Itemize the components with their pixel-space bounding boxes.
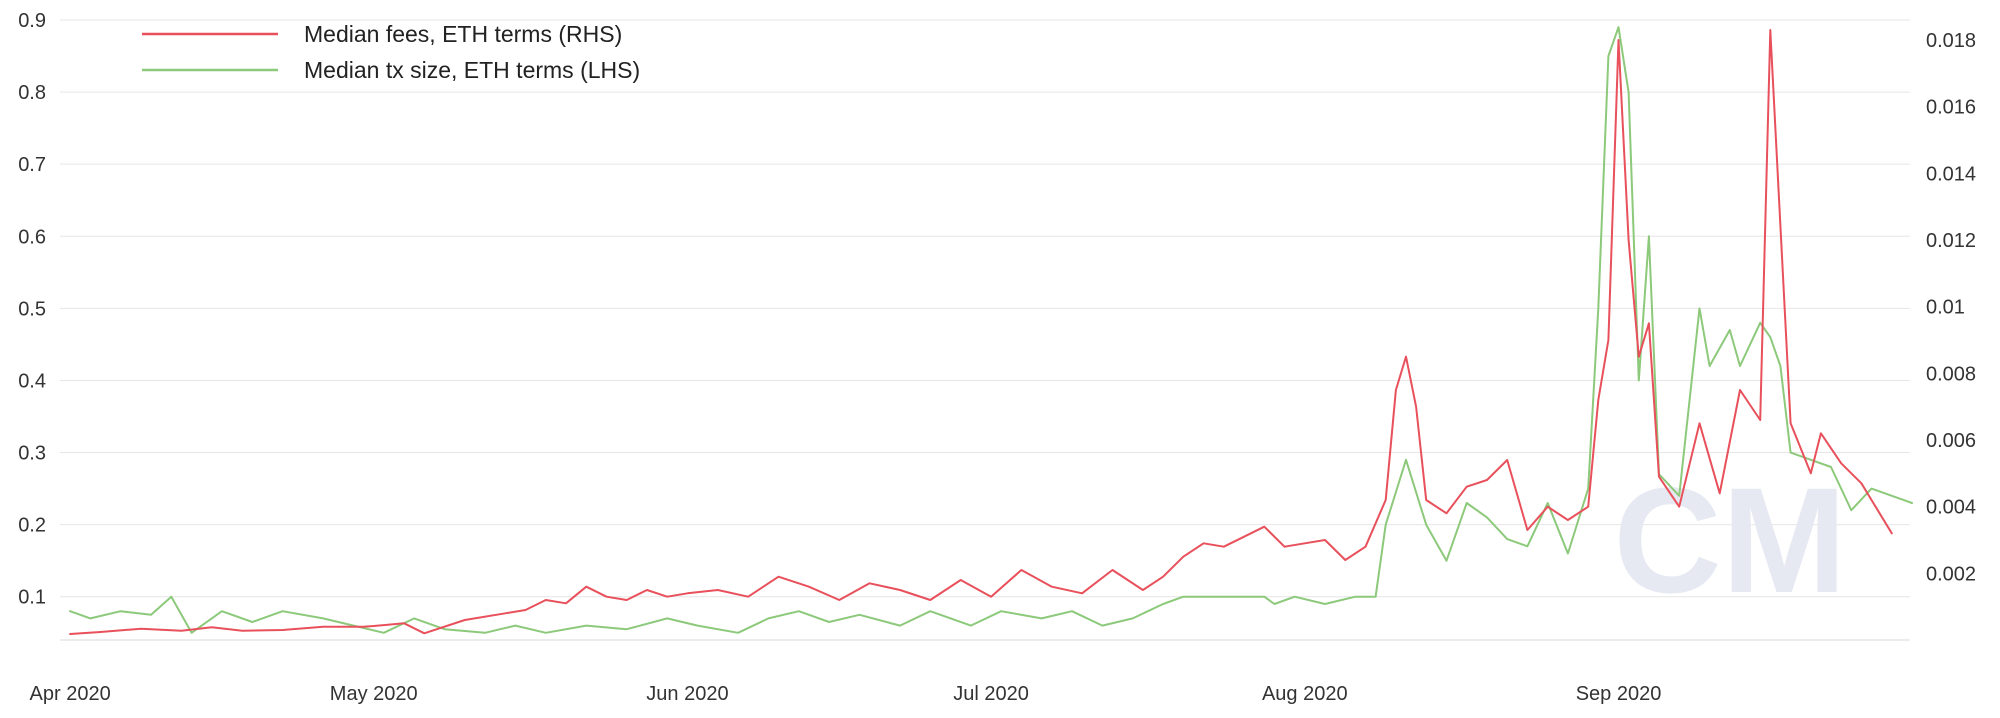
right-y-tick-label: 0.012 <box>1926 230 1976 252</box>
left-y-tick-label: 0.2 <box>18 515 46 537</box>
x-tick-label: Aug 2020 <box>1262 683 1348 705</box>
left-y-tick-label: 0.7 <box>18 154 46 176</box>
x-tick-label: Sep 2020 <box>1576 683 1662 705</box>
legend-label: Median fees, ETH terms (RHS) <box>304 21 622 47</box>
right-y-tick-label: 0.014 <box>1926 163 1976 185</box>
watermark-logo: CM <box>1613 456 1846 624</box>
left-y-tick-label: 0.1 <box>18 587 46 609</box>
left-y-tick-label: 0.5 <box>18 298 46 320</box>
left-y-axis: 0.1 0.2 0.3 0.4 0.5 0.6 0.7 0.8 0.9 <box>18 10 46 609</box>
left-y-tick-label: 0.3 <box>18 443 46 465</box>
right-y-tick-label: 0.008 <box>1926 363 1976 385</box>
right-y-tick-label: 0.016 <box>1926 97 1976 119</box>
x-tick-label: Jun 2020 <box>646 683 728 705</box>
watermark: CM <box>1613 456 1846 624</box>
left-y-tick-label: 0.8 <box>18 82 46 104</box>
x-tick-label: Jul 2020 <box>953 683 1029 705</box>
series-median-tx-size-line <box>69 26 1913 634</box>
right-y-tick-label: 0.018 <box>1926 30 1976 52</box>
legend-label: Median tx size, ETH terms (LHS) <box>304 57 640 83</box>
x-tick-label: May 2020 <box>330 683 418 705</box>
right-y-tick-label: 0.002 <box>1926 563 1976 585</box>
left-y-tick-label: 0.4 <box>18 370 46 392</box>
left-y-tick-label: 0.9 <box>18 10 46 32</box>
right-y-tick-label: 0.01 <box>1926 297 1965 319</box>
legend: Median fees, ETH terms (RHS) Median tx si… <box>142 21 640 83</box>
left-y-tick-label: 0.6 <box>18 226 46 248</box>
right-y-axis: 0.002 0.004 0.006 0.008 0.01 0.012 0.014 0.016 0… <box>1926 30 1976 585</box>
x-axis: Apr 2020 May 2020 Jun 2020 Jul 2020 Aug 2020… <box>30 683 1662 705</box>
right-y-tick-label: 0.006 <box>1926 430 1976 452</box>
x-tick-label: Apr 2020 <box>30 683 111 705</box>
right-y-tick-label: 0.004 <box>1926 497 1976 519</box>
series-lines <box>69 26 1913 635</box>
series-median-fees-line <box>69 29 1893 635</box>
gridlines <box>60 19 1910 641</box>
